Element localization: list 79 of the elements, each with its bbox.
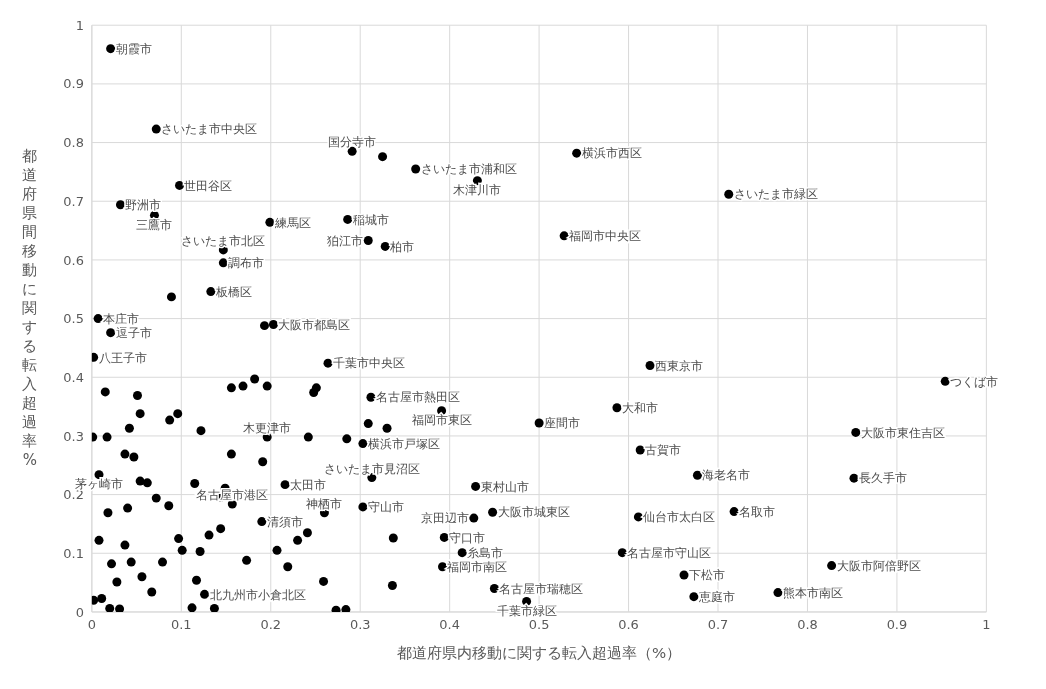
- annotation: 西東京市: [654, 358, 703, 373]
- annotation: 千葉市中央区: [332, 356, 405, 371]
- annotation: 千葉市緑区: [496, 603, 557, 618]
- annotation: さいたま市緑区: [733, 187, 818, 202]
- x-tick-label: 0.1: [170, 617, 192, 633]
- x-tick-label: 0.4: [439, 617, 460, 633]
- annotation: 世田谷区: [184, 178, 233, 193]
- annotation: さいたま市中央区: [161, 122, 258, 137]
- annotation: 東村山市: [480, 479, 529, 494]
- annotation: 横浜市西区: [581, 146, 642, 161]
- annotation: 恵庭市: [697, 589, 735, 604]
- annotation: さいたま市北区: [181, 233, 266, 248]
- annotation: 柏市: [389, 239, 415, 254]
- x-tick-label: 0.6: [618, 617, 639, 633]
- annotation: 八王子市: [98, 350, 147, 365]
- y-tick-label: 0.1: [63, 545, 84, 561]
- annotation: 熊本市南区: [782, 585, 843, 600]
- annotation: さいたま市浦和区: [420, 162, 517, 177]
- x-axis-title: 都道府県内移動に関する転入超過率（%）: [396, 643, 682, 662]
- annotation: 名古屋市守山区: [627, 545, 712, 560]
- annotation: 守口市: [449, 530, 486, 545]
- x-tick-label: 0.3: [349, 617, 371, 633]
- annotation: 海老名市: [702, 468, 751, 483]
- y-tick-label: 0.3: [63, 428, 84, 444]
- text: 都道府県間移動に関する転入超過率%: [22, 146, 38, 469]
- annotation: 名古屋市熱田区: [375, 390, 460, 405]
- annotation: 清須市: [266, 514, 303, 529]
- annotation: 名古屋市瑞穂区: [499, 581, 584, 596]
- x-tick-label: 1: [982, 617, 991, 633]
- annotation: つくば市: [950, 374, 999, 389]
- y-tick-label: 1: [75, 17, 84, 33]
- annotation: 守山市: [367, 500, 404, 515]
- annotation: 練馬区: [273, 215, 311, 230]
- annotation: 朝霞市: [115, 41, 152, 56]
- annotation: 大阪市都島区: [278, 317, 351, 332]
- annotation: 糸島市: [466, 545, 503, 560]
- annotation: 福岡市南区: [447, 560, 508, 575]
- annotation: 仙台市太白区: [643, 510, 716, 525]
- annotation: 野洲市: [125, 198, 162, 212]
- annotation: 大阪市阿倍野区: [836, 558, 921, 573]
- annotation: 長久手市: [858, 471, 907, 486]
- annotation: 下松市: [688, 568, 725, 583]
- x-tick-label: 0.8: [797, 617, 818, 633]
- annotation: 国分寺市: [327, 135, 376, 150]
- annotation: 調布市: [228, 256, 265, 271]
- annotation: 横浜市戸塚区: [367, 436, 440, 451]
- annotation: 板橋区: [214, 284, 252, 299]
- y-tick-label: 0.7: [63, 193, 84, 209]
- x-tick-label: 0.5: [528, 617, 550, 633]
- annotation: 木更津市: [243, 421, 291, 436]
- annotation: 座間市: [543, 416, 580, 431]
- annotation: 福岡市東区: [411, 413, 472, 428]
- annotation: 古賀市: [645, 443, 681, 458]
- annotation: 大和市: [621, 401, 658, 416]
- y-tick-label: 0: [75, 604, 84, 620]
- annotation: 福岡市中央区: [568, 229, 641, 244]
- annotation: 本庄市: [102, 311, 139, 326]
- annotation: さいたま市見沼区: [323, 461, 420, 476]
- x-tick-label: 0.7: [707, 617, 729, 633]
- annotation: 京田辺市: [420, 511, 469, 526]
- annotation: 狛江市: [327, 233, 364, 248]
- annotation: 大阪市城東区: [497, 505, 570, 520]
- annotation: 木津川市: [453, 183, 502, 198]
- annotation: 名取市: [738, 504, 775, 519]
- annotation: 太田市: [289, 477, 326, 492]
- annotation: 三鷹市: [136, 217, 173, 232]
- annotation: 北九州市小倉北区: [209, 587, 306, 602]
- x-tick-label: 0.9: [886, 617, 908, 633]
- x-tick-label: 0.2: [260, 617, 281, 633]
- x-tick-label: 0: [87, 617, 96, 633]
- y-tick-label: 0.8: [63, 135, 84, 151]
- annotation: 逗子市: [115, 325, 152, 340]
- annotation: 大阪市東住吉区: [860, 425, 945, 440]
- annotation: 神栖市: [306, 496, 343, 511]
- y-tick-label: 0.4: [63, 369, 84, 385]
- y-tick-label: 0.9: [63, 76, 84, 92]
- annotation: 稲城市: [352, 212, 389, 227]
- y-tick-label: 0.6: [63, 252, 84, 268]
- y-tick-label: 0.5: [63, 311, 84, 327]
